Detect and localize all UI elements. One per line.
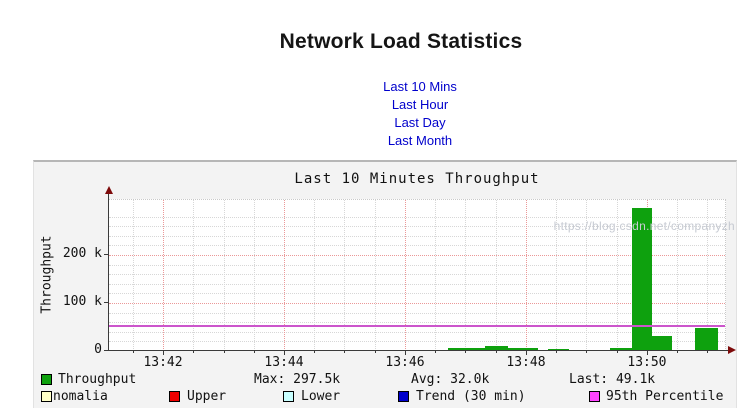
- minor-gridline-v: [253, 200, 255, 351]
- x-tick-minor: [616, 351, 618, 353]
- y-tick-label: 200 k: [62, 246, 102, 261]
- y-tick-mark: [104, 302, 109, 303]
- minor-gridline-v: [344, 200, 346, 351]
- legend-label: nomalia: [53, 389, 108, 404]
- link-last-month[interactable]: Last Month: [387, 133, 453, 148]
- x-axis-arrow-icon: [728, 346, 736, 354]
- percentile-95-line: [109, 325, 725, 328]
- minor-gridline-v: [193, 200, 195, 351]
- legend-label-throughput: Throughput: [58, 372, 137, 387]
- x-tick-minor: [223, 351, 225, 353]
- major-gridline-v: [525, 200, 527, 351]
- x-tick-minor: [344, 351, 346, 353]
- minor-gridline-v: [314, 200, 316, 351]
- y-axis-arrow-icon: [105, 186, 113, 194]
- x-tick-minor: [435, 351, 437, 353]
- legend-label: Trend (30 min): [416, 389, 526, 404]
- x-tick-minor: [132, 351, 134, 353]
- x-tick-mark: [163, 351, 165, 355]
- major-gridline-v: [284, 200, 285, 351]
- x-tick-label: 13:50: [627, 355, 667, 370]
- minor-gridline-v: [374, 200, 376, 351]
- y-tick-label: 100 k: [62, 294, 102, 309]
- legend-swatch-upper: [169, 391, 180, 402]
- y-tick-mark: [104, 350, 109, 351]
- legend-label: Upper: [187, 389, 227, 404]
- throughput-bar: [631, 208, 652, 351]
- x-tick-minor: [374, 351, 376, 353]
- major-gridline-v: [163, 200, 165, 351]
- y-axis-title: Throughput: [39, 235, 55, 314]
- x-tick-minor: [677, 351, 679, 353]
- y-axis-line: [108, 194, 109, 351]
- y-tick-mark: [104, 254, 109, 255]
- x-tick-label: 13:48: [506, 355, 546, 370]
- legend-swatch-nomalia: [41, 391, 52, 402]
- x-tick-mark: [525, 351, 527, 355]
- stat-max: Max: 297.5k: [254, 372, 341, 387]
- major-gridline-v: [404, 200, 406, 351]
- link-last-10-mins[interactable]: Last 10 Mins: [383, 79, 457, 94]
- x-tick-label: 13:42: [143, 355, 183, 370]
- x-tick-mark: [284, 351, 285, 355]
- x-tick-minor: [314, 351, 316, 353]
- legend-label: Lower: [301, 389, 341, 404]
- x-axis-line: [108, 350, 730, 351]
- minor-gridline-v: [435, 200, 437, 351]
- x-tick-mark: [404, 351, 406, 355]
- x-tick-minor: [193, 351, 195, 353]
- x-tick-label: 13:44: [264, 355, 304, 370]
- link-last-hour[interactable]: Last Hour: [391, 97, 449, 112]
- throughput-bar: [651, 336, 672, 351]
- x-tick-minor: [586, 351, 588, 353]
- throughput-bar: [547, 348, 569, 351]
- page-title: Network Load Statistics: [279, 30, 523, 53]
- minor-gridline-v: [495, 200, 497, 351]
- x-tick-mark: [646, 351, 648, 355]
- x-tick-minor: [465, 351, 467, 353]
- throughput-bar: [610, 348, 632, 351]
- x-tick-minor: [495, 351, 497, 353]
- throughput-bar: [447, 348, 485, 351]
- chart-title: Last 10 Minutes Throughput: [294, 171, 540, 187]
- minor-gridline-v: [223, 200, 225, 351]
- x-tick-minor: [556, 351, 558, 353]
- stat-last: Last: 49.1k: [569, 372, 656, 387]
- watermark: https://blog.csdn.net/companyzh: [553, 219, 735, 233]
- legend-swatch-trend-30-min-: [398, 391, 409, 402]
- time-range-links: Last 10 Mins Last Hour Last Day Last Mon…: [100, 78, 738, 150]
- throughput-bar: [507, 348, 539, 351]
- legend-swatch-lower: [283, 391, 294, 402]
- x-tick-minor: [253, 351, 255, 353]
- stat-avg: Avg: 32.0k: [411, 372, 490, 387]
- throughput-bar: [484, 346, 508, 351]
- x-tick-minor: [707, 351, 709, 353]
- y-tick-label: 0: [94, 342, 102, 357]
- x-tick-label: 13:46: [385, 355, 425, 370]
- minor-gridline-v: [465, 200, 467, 351]
- legend-swatch-95th-percentile: [589, 391, 600, 402]
- minor-gridline-v: [132, 200, 134, 351]
- throughput-bar: [694, 328, 718, 351]
- legend-swatch-throughput: [41, 374, 52, 385]
- legend-label: 95th Percentile: [606, 389, 724, 404]
- throughput-chart: Last 10 Minutes Throughput Throughput 13…: [33, 160, 737, 408]
- link-last-day[interactable]: Last Day: [394, 115, 446, 130]
